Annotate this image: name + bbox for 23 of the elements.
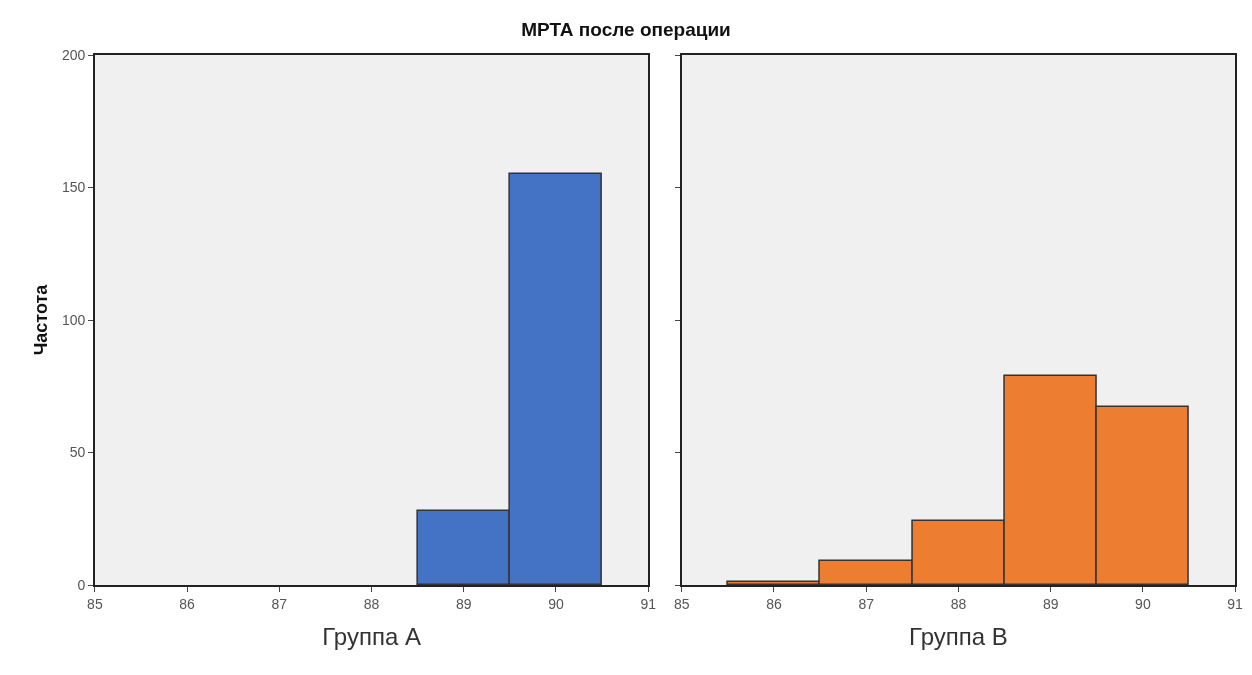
y-tick-label: 200 bbox=[61, 46, 86, 63]
x-tick-label: 91 bbox=[640, 595, 657, 612]
x-tick-label: 87 bbox=[858, 595, 875, 612]
x-tick-label: 90 bbox=[1135, 595, 1151, 612]
y-tick-label: 0 bbox=[77, 576, 86, 593]
x-tick-label: 89 bbox=[455, 595, 472, 612]
y-axis-title: Частота bbox=[30, 283, 51, 356]
x-tick-label: 86 bbox=[179, 595, 196, 612]
y-tick-label: 100 bbox=[61, 311, 86, 328]
chart-title: МРТА после операции bbox=[521, 19, 731, 41]
x-tick-label: 89 bbox=[1042, 595, 1059, 612]
x-tick-label: 85 bbox=[87, 595, 103, 612]
x-axis-title: Группа В bbox=[909, 623, 1008, 651]
x-tick-label: 88 bbox=[950, 595, 967, 612]
x-tick-label: 87 bbox=[271, 595, 288, 612]
x-tick-label: 88 bbox=[363, 595, 380, 612]
x-tick-label: 91 bbox=[1227, 595, 1244, 612]
x-tick-label: 86 bbox=[766, 595, 782, 612]
x-tick-label: 85 bbox=[673, 595, 690, 612]
y-tick-label: 150 bbox=[61, 179, 86, 196]
x-axis-title: Группа А bbox=[322, 623, 421, 651]
x-tick-label: 90 bbox=[548, 595, 564, 612]
y-tick-label: 50 bbox=[69, 444, 86, 461]
